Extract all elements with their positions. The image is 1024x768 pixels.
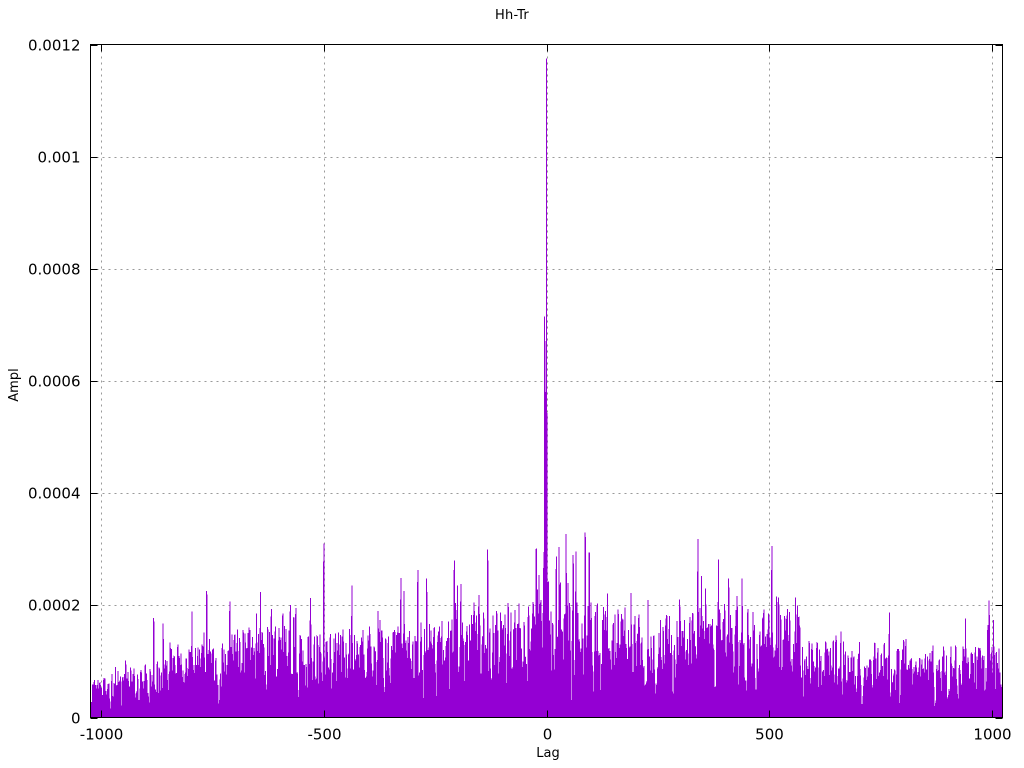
x-tick-label: -1000 bbox=[80, 726, 124, 744]
y-tick-label: 0.0006 bbox=[28, 373, 81, 391]
y-axis-title: Ampl bbox=[7, 368, 22, 401]
series-line-hh-tr bbox=[90, 58, 1003, 718]
x-axis-title: Lag bbox=[536, 746, 559, 761]
y-tick-label: 0 bbox=[71, 710, 81, 728]
axis-ticks bbox=[90, 44, 1003, 719]
data-series-hh-tr bbox=[90, 58, 1003, 718]
x-tick-label: 500 bbox=[755, 726, 784, 744]
y-tick-label: 0.0004 bbox=[28, 485, 81, 503]
y-tick-label: 0.0008 bbox=[28, 261, 81, 279]
y-tick-label: 0.001 bbox=[38, 149, 81, 167]
y-tick-label: 0.0002 bbox=[28, 597, 81, 615]
chart-title: Hh-Tr bbox=[495, 8, 529, 23]
x-tick-label: 1000 bbox=[973, 726, 1011, 744]
axis-tick-labels: -1000 -500 0 500 1000 0 0.0002 0.0004 0.0006 0.00… bbox=[28, 37, 1012, 744]
y-tick-label: 0.0012 bbox=[28, 37, 81, 55]
x-tick-label: -500 bbox=[307, 726, 341, 744]
x-tick-label: 0 bbox=[543, 726, 553, 744]
